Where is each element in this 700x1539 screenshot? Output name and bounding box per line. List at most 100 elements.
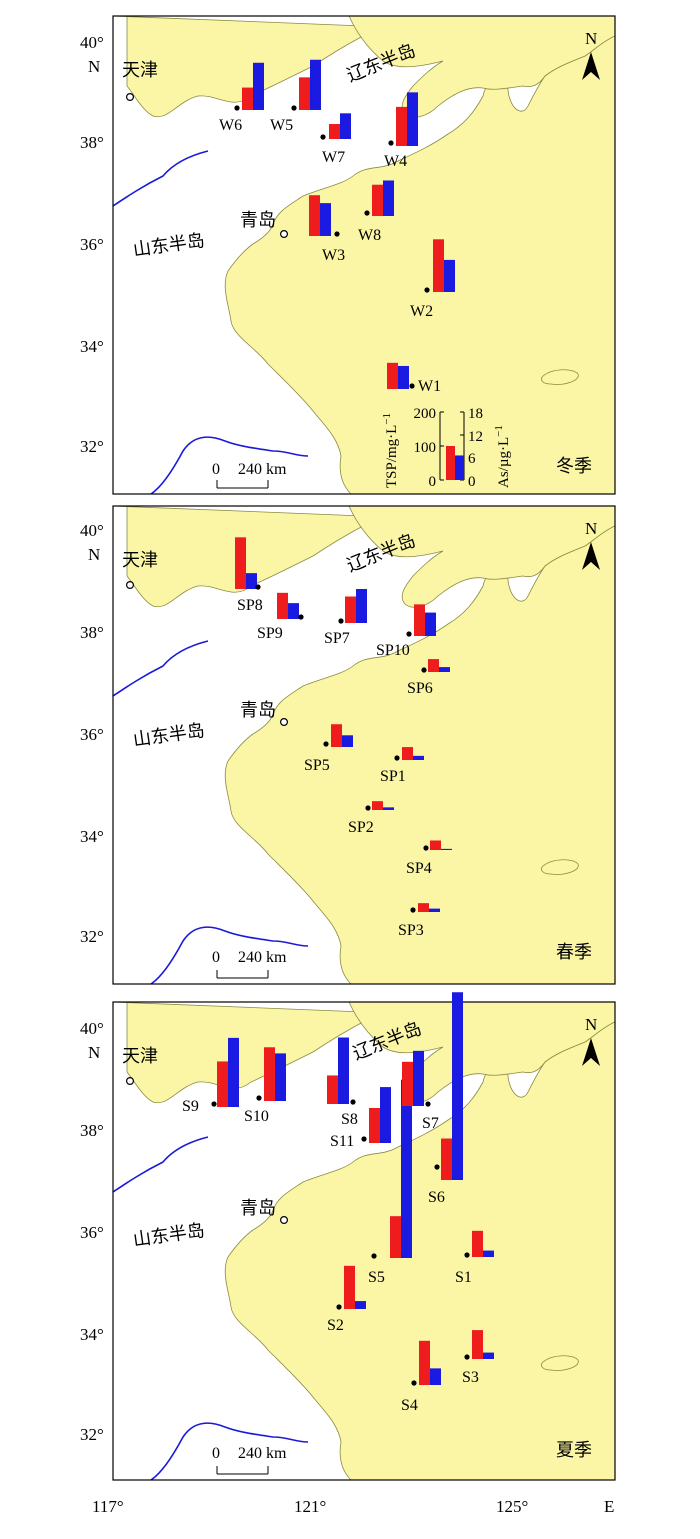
lat-34-p3: 34° [80, 1325, 104, 1344]
station-label: W3 [322, 247, 345, 264]
tsp-bar [396, 106, 407, 146]
station-dot [394, 755, 400, 761]
legend-as-tick-0: 0 [468, 474, 476, 490]
north-letter: N [585, 29, 597, 48]
station-sp3: SP3 [398, 903, 440, 939]
station-label: SP7 [324, 630, 350, 647]
station-dot [350, 1099, 356, 1105]
tsp-bar [242, 87, 253, 110]
north-arrow-spring: N [582, 519, 600, 570]
station-s7: S7 [402, 1050, 439, 1132]
station-dot [291, 105, 297, 111]
station-dot [256, 1095, 262, 1101]
station-sp7: SP7 [324, 589, 367, 647]
tsp-bar [345, 596, 356, 623]
station-dot [255, 584, 261, 590]
lat-unit-p1: N [88, 57, 100, 76]
as-bar [430, 1368, 441, 1385]
place-tianjin: 天津 [122, 1046, 158, 1067]
tsp-bar [309, 195, 320, 236]
station-dot [336, 1304, 342, 1310]
legend: 200 100 0 18 12 6 0 TSP/mg·L−1 As/µg·L−1 [381, 406, 512, 490]
lon-unit: E [604, 1497, 614, 1516]
tsp-bar [430, 840, 441, 850]
basemap-winter [113, 16, 615, 494]
station-label: SP2 [348, 819, 374, 836]
north-letter: N [585, 1015, 597, 1034]
scale-dist: 240 km [238, 1445, 287, 1462]
station-s5: S5 [368, 1079, 412, 1286]
place-qingdao: 青岛 [240, 1198, 276, 1219]
station-dot [211, 1101, 217, 1107]
as-bar [413, 755, 424, 760]
station-dot [464, 1354, 470, 1360]
city-marker-qingdao [280, 1215, 289, 1224]
legend-tsp-tick-100: 100 [414, 440, 437, 456]
station-w4: W4 [384, 92, 418, 170]
as-bar [355, 1301, 366, 1309]
scale-zero: 0 [212, 461, 220, 478]
as-bar [398, 365, 409, 389]
station-dot [464, 1252, 470, 1258]
station-label: SP1 [380, 768, 406, 785]
station-sp8: SP8 [235, 537, 263, 614]
map-frame-spring [112, 505, 616, 985]
station-label: S4 [401, 1397, 418, 1414]
tsp-bar [344, 1265, 355, 1309]
as-bar [413, 1050, 424, 1106]
as-bar [452, 992, 463, 1180]
station-s11: S11 [330, 1087, 391, 1150]
station-label: SP6 [407, 680, 433, 697]
city-marker-tianjin [125, 92, 134, 101]
tsp-bar [472, 1330, 483, 1359]
station-label: S2 [327, 1317, 344, 1334]
station-label: SP8 [237, 597, 263, 614]
legend-tsp-sample-bar [446, 446, 455, 480]
tsp-bar [428, 659, 439, 672]
lat-38-p3: 38° [80, 1121, 104, 1140]
station-sp9: SP9 [257, 592, 304, 642]
as-bar [429, 908, 440, 912]
legend-as-label: As/µg·L−1 [493, 425, 512, 488]
tsp-bar [414, 604, 425, 636]
station-label: W2 [410, 303, 433, 320]
tsp-bar [472, 1230, 483, 1257]
station-sp6: SP6 [407, 659, 450, 697]
tsp-bar [369, 1107, 380, 1143]
lat-32-p2: 32° [80, 927, 104, 946]
station-label: S5 [368, 1269, 385, 1286]
tsp-bar [402, 1061, 413, 1106]
station-sp5: SP5 [304, 724, 353, 774]
station-w7: W7 [320, 113, 351, 166]
station-dot [406, 631, 412, 637]
lat-32-p3: 32° [80, 1425, 104, 1444]
lat-32-p1: 32° [80, 437, 104, 456]
station-dot [338, 618, 344, 624]
tsp-bar [299, 77, 310, 110]
station-label: SP5 [304, 757, 330, 774]
as-bar [253, 62, 264, 110]
tsp-bar [387, 362, 398, 389]
legend-tsp-tick-200: 200 [414, 406, 437, 422]
station-w5: W5 [270, 59, 321, 134]
station-label: S6 [428, 1189, 445, 1206]
station-label: S3 [462, 1369, 479, 1386]
season-label-summer: 夏季 [556, 1440, 592, 1461]
legend-as-tick-18: 18 [468, 406, 483, 422]
tsp-bar [277, 592, 288, 619]
station-s4: S4 [401, 1340, 441, 1414]
scale-bar-winter: 0 240 km [212, 461, 287, 489]
lon-117: 117° [92, 1497, 124, 1516]
legend-as-tick-6: 6 [468, 451, 476, 467]
as-bar [340, 113, 351, 139]
tsp-bar [402, 747, 413, 760]
stations-spring: SP1 SP2 SP3 SP4 SP5 SP6 SP7 SP8 SP9 SP10 [235, 537, 452, 939]
legend-as-sample-bar [455, 455, 464, 480]
station-label: S10 [244, 1108, 269, 1125]
station-dot [423, 845, 429, 851]
lat-40-p2: 40° [80, 521, 104, 540]
as-bar [356, 589, 367, 623]
tsp-bar [441, 1138, 452, 1180]
panel-spring: 天津 辽东半岛 山东半岛 青岛 N 0 240 km 春季 SP1SP2SP3S… [112, 505, 616, 985]
